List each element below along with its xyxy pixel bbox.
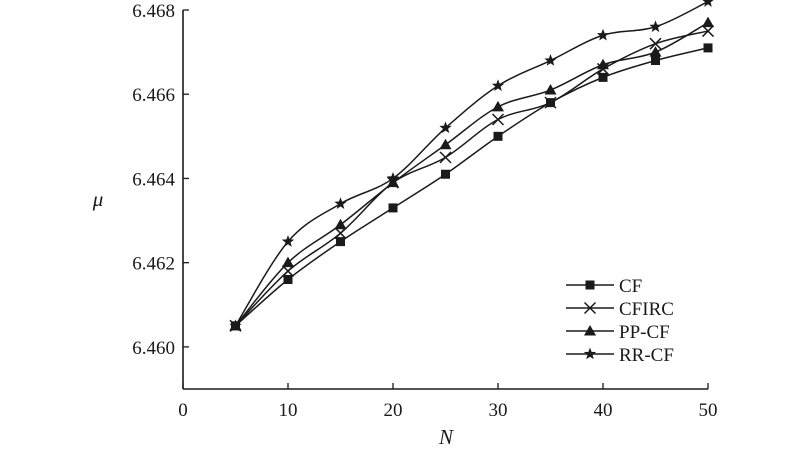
series-pp-cf [229, 16, 714, 331]
data-point-rr-cf [334, 197, 347, 209]
marker-stroke [281, 265, 295, 278]
data-point-cf [336, 237, 345, 247]
data-point-cf [441, 169, 450, 179]
data-point-cfirc [544, 96, 557, 109]
data-point-cfirc [649, 37, 662, 50]
x-tick-label: 30 [489, 400, 508, 421]
data-point-pp-cf [597, 58, 609, 70]
data-point-rr-cf [386, 171, 400, 184]
y-tick-label: 6.466 [132, 85, 175, 106]
x-tick-label: 50 [699, 400, 718, 421]
y-axis-title: μ [92, 187, 104, 211]
y-tick-label: 6.460 [132, 338, 175, 359]
series-line-cf [235, 47, 709, 327]
data-point-pp-cf [334, 218, 347, 230]
data-point-cfirc [334, 227, 347, 240]
legend-marker [585, 280, 595, 290]
data-point-pp-cf [544, 84, 557, 95]
series-line-rr-cf [234, 0, 709, 327]
marker-stroke [334, 227, 347, 240]
y-tick-label: 6.462 [132, 254, 175, 275]
x-tick-label: 40 [594, 400, 613, 421]
legend-label: PP-CF [619, 322, 670, 343]
data-point-cf [283, 275, 293, 285]
data-point-pp-cf [439, 138, 452, 150]
data-point-rr-cf [596, 28, 610, 41]
data-point-cfirc [701, 25, 715, 38]
y-tick-label: 6.468 [132, 1, 175, 22]
legend-marker [583, 347, 597, 360]
x-tick-label: 0 [178, 400, 188, 421]
data-point-pp-cf [649, 46, 662, 57]
series-rr-cf [229, 0, 714, 332]
legend-label: CFIRC [619, 299, 674, 320]
legend-label: CF [619, 276, 642, 297]
marker-stroke [439, 151, 452, 164]
legend-marker [584, 325, 596, 336]
series-layer [229, 0, 715, 332]
legend-item-cf: CF [566, 276, 642, 297]
data-point-pp-cf [387, 176, 399, 188]
marker-stroke [544, 96, 557, 109]
y-tick-label: 6.464 [132, 169, 175, 190]
axes: 0 10 20 30 40 50 6.460 6.462 6.464 6.466 6.468 [132, 1, 717, 421]
data-point-cfirc [491, 113, 505, 126]
data-point-cf [598, 72, 608, 82]
data-point-pp-cf [282, 256, 294, 268]
legend-marker [583, 301, 597, 315]
data-point-cf [651, 56, 660, 66]
data-point-cfirc [439, 151, 452, 164]
data-point-cf [493, 131, 503, 141]
data-point-rr-cf [649, 20, 662, 33]
data-point-rr-cf [491, 79, 505, 92]
marker-stroke [491, 113, 505, 126]
data-point-rr-cf [229, 319, 242, 332]
legend-label: RR-CF [619, 345, 674, 366]
series-line-pp-cf [234, 21, 709, 327]
legend-item-rr-cf: RR-CF [566, 345, 674, 366]
data-point-pp-cf [702, 16, 714, 28]
marker-stroke [701, 25, 715, 38]
x-tick-label: 10 [279, 400, 298, 421]
data-point-cf [703, 43, 713, 53]
data-point-pp-cf [492, 100, 504, 112]
data-point-rr-cf [439, 121, 452, 134]
data-point-cf [388, 203, 398, 213]
x-tick-label: 20 [384, 400, 403, 421]
legend-item-pp-cf: PP-CF [566, 322, 670, 343]
data-point-rr-cf [281, 235, 295, 247]
data-point-rr-cf [702, 0, 714, 7]
data-point-rr-cf [544, 54, 557, 66]
legend-item-cfirc: CFIRC [566, 299, 674, 320]
marker-stroke [583, 301, 597, 315]
series-cfirc [229, 25, 715, 332]
x-axis-title: N [438, 425, 454, 449]
series-line-cfirc [234, 30, 709, 327]
marker-stroke [649, 37, 662, 50]
